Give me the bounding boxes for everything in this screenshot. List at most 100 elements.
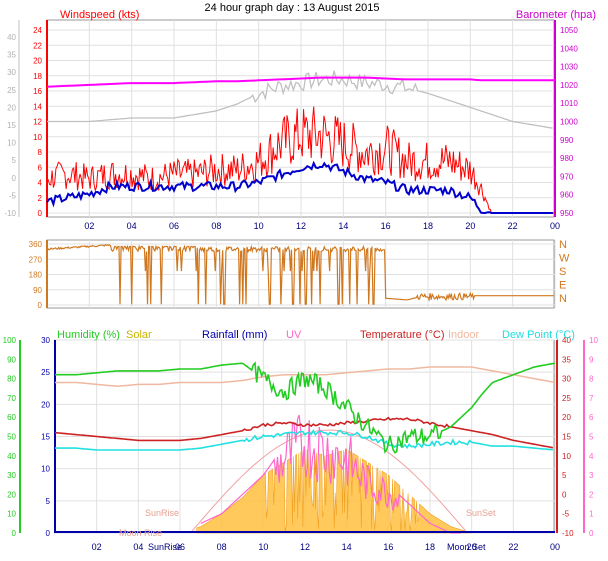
wind-series <box>46 70 555 214</box>
temp-tick-label: -10 <box>562 529 574 538</box>
wind-tick-label: 2 <box>38 194 43 203</box>
dewpoint-line <box>55 429 553 451</box>
direction-tick-label: 270 <box>29 255 43 264</box>
barometer-line <box>46 76 555 88</box>
temp-x-tick-label: 18 <box>425 542 435 552</box>
compass-label: N <box>559 239 567 251</box>
sunrise-label: SunRise <box>145 508 179 518</box>
direction-tick-label: 180 <box>29 271 43 280</box>
gray-tick-label: 15 <box>7 121 16 130</box>
wind-x-ticks: 02 04 06 08 10 12 14 16 18 20 22 00 <box>84 221 560 231</box>
indoor-label: Indoor <box>448 329 480 341</box>
wind-tick-label: 14 <box>33 102 42 111</box>
compass-label: E <box>559 280 566 292</box>
temp-tick-label: 15 <box>562 433 571 442</box>
humidity-tick-label: 20 <box>7 490 16 499</box>
temp-tick-label: 5 <box>562 471 567 480</box>
humidity-tick-label: 30 <box>7 471 16 480</box>
humidity-tick-label: 80 <box>7 375 16 384</box>
temp-tick-label: 25 <box>562 394 571 403</box>
wind-x-tick-label: 04 <box>127 221 137 231</box>
temp-axis-ticks: -10 -5 0 5 10 15 20 25 30 35 40 <box>562 336 574 538</box>
humidity-tick-label: 0 <box>12 529 17 538</box>
solar-max-line <box>190 429 466 534</box>
humidity-tick-label: 10 <box>7 510 16 519</box>
temp-tick-label: -5 <box>562 510 570 519</box>
temp-x-tick-label: 16 <box>383 542 393 552</box>
direction-tick-label: 360 <box>29 240 43 249</box>
wind-tick-label: 22 <box>33 41 42 50</box>
wind-average-line <box>46 160 553 214</box>
page-title: 24 hour graph day : 13 August 2015 <box>205 2 380 14</box>
temp-series <box>54 361 556 534</box>
baro-tick-label: 970 <box>560 172 574 181</box>
temp-x-tick-label: 02 <box>92 542 102 552</box>
baro-tick-label: 1000 <box>560 118 578 127</box>
wind-direction-line <box>46 244 554 305</box>
temp-x-tick-label: 20 <box>467 542 477 552</box>
humidity-tick-label: 50 <box>7 433 16 442</box>
humidity-tick-label: 40 <box>7 452 16 461</box>
wind-tick-label: 4 <box>38 179 43 188</box>
rain-tick-label: 5 <box>46 497 51 506</box>
uv-tick-label: 4 <box>589 452 594 461</box>
rain-tick-label: 20 <box>41 400 50 409</box>
sunset-label: SunSet <box>466 508 496 518</box>
moonset-label: Moon Set <box>447 542 486 552</box>
direction-tick-label: 90 <box>33 286 42 295</box>
rainfall-label: Rainfall (mm) <box>202 329 267 341</box>
wind-x-tick-label: 14 <box>338 221 348 231</box>
wind-tick-label: 6 <box>38 163 43 172</box>
wind-tick-label: 24 <box>33 26 42 35</box>
temp-x-tick-label: 14 <box>342 542 352 552</box>
gray-tick-label: 20 <box>7 103 16 112</box>
humidity-tick-label: 70 <box>7 394 16 403</box>
baro-tick-label: 960 <box>560 191 574 200</box>
solar-area <box>196 448 472 534</box>
wind-tick-label: 18 <box>33 72 42 81</box>
compass-label: N <box>559 293 567 305</box>
temp-tick-label: 30 <box>562 375 571 384</box>
solar-label: Solar <box>126 329 152 341</box>
uv-tick-label: 9 <box>589 355 594 364</box>
temp-x-tick-label: 12 <box>300 542 310 552</box>
temp-x-tick-label: 00 <box>550 542 560 552</box>
gray-tick-label: 25 <box>7 86 16 95</box>
rain-tick-label: 10 <box>41 465 50 474</box>
sunrise-axis-label: SunRise <box>148 542 182 552</box>
uv-axis-ticks: 0 1 2 3 4 5 6 7 8 9 10 <box>589 336 598 538</box>
gust-max-line <box>47 70 553 129</box>
baro-axis-ticks: 950 960 970 980 990 1000 1010 1020 1030 1040 1050 <box>560 26 578 218</box>
wind-tick-label: 20 <box>33 57 42 66</box>
humidity-tick-label: 90 <box>7 355 16 364</box>
wind-x-tick-label: 18 <box>423 221 433 231</box>
temp-tick-label: 40 <box>562 336 571 345</box>
temp-tick-label: 0 <box>562 490 567 499</box>
wind-x-tick-label: 06 <box>169 221 179 231</box>
uv-tick-label: 7 <box>589 394 594 403</box>
uv-tick-label: 5 <box>589 433 594 442</box>
temp-x-tick-label: 08 <box>217 542 227 552</box>
baro-tick-label: 1040 <box>560 44 578 53</box>
gray-tick-label: 0 <box>12 174 17 183</box>
wind-x-tick-label: 10 <box>254 221 264 231</box>
temperature-label: Temperature (°C) <box>360 329 444 341</box>
indoor-line <box>55 366 556 388</box>
gray-axis-ticks: -10 -5 0 5 10 15 20 25 30 35 40 <box>4 33 16 218</box>
compass-label: S <box>559 266 566 278</box>
temp-tick-label: 20 <box>562 413 571 422</box>
humidity-line <box>55 361 556 454</box>
gray-tick-label: 30 <box>7 68 16 77</box>
uv-tick-label: 10 <box>589 336 598 345</box>
uv-tick-label: 0 <box>589 529 594 538</box>
wind-tick-label: 10 <box>33 133 42 142</box>
wind-x-tick-label: 00 <box>550 221 560 231</box>
wind-x-tick-label: 16 <box>381 221 391 231</box>
rain-tick-label: 0 <box>46 529 51 538</box>
baro-tick-label: 1050 <box>560 26 578 35</box>
direction-axis-ticks: 0 90 180 270 360 <box>29 240 43 310</box>
humidity-tick-label: 60 <box>7 413 16 422</box>
